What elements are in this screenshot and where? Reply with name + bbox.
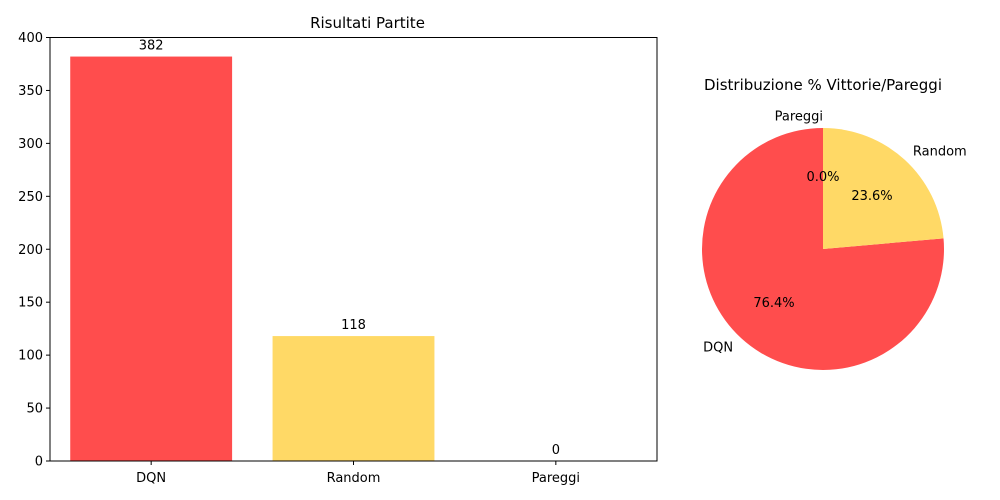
plot-frame [49, 37, 658, 462]
y-tick-label: 400 [18, 31, 43, 46]
pie-slice-label: Pareggi [775, 109, 823, 124]
y-tick-label: 0 [35, 455, 43, 470]
y-tick-label: 250 [18, 190, 43, 205]
pie-slice-label: Random [913, 144, 967, 159]
x-tick-label: Pareggi [532, 471, 580, 486]
bars [70, 56, 435, 462]
pie-labels: DQN 76.4% Random 23.6% Pareggi 0.0% [703, 109, 967, 355]
bar-chart-title: Risultati Partite [310, 14, 425, 32]
y-axis: 0 50 100 150 200 250 300 350 400 [18, 31, 50, 470]
bar-chart: Risultati Partite 0 50 100 150 200 250 300 350 4… [18, 14, 658, 486]
bar-value-label: 382 [139, 39, 164, 54]
pie-slices [701, 128, 944, 371]
y-tick-label: 300 [18, 137, 43, 152]
x-tick-label: DQN [136, 471, 166, 486]
bar-value-label: 0 [552, 443, 560, 458]
bar [70, 56, 233, 462]
bar-value-label: 118 [341, 318, 366, 333]
bar-value-labels: 382 118 0 [139, 39, 560, 458]
pie-pct-label: 23.6% [851, 189, 892, 204]
y-tick-label: 150 [18, 296, 43, 311]
y-tick-label: 350 [18, 84, 43, 99]
pie-pct-label: 76.4% [753, 296, 794, 311]
y-tick-label: 100 [18, 349, 43, 364]
pie-chart-title: Distribuzione % Vittorie/Pareggi [704, 76, 942, 94]
pie-chart: Distribuzione % Vittorie/Pareggi DQN 76.4… [701, 76, 967, 371]
bar [272, 336, 435, 461]
y-tick-label: 200 [18, 243, 43, 258]
pie-pct-label: 0.0% [806, 170, 839, 185]
pie-slice [701, 128, 944, 371]
x-tick-label: Random [327, 471, 381, 486]
y-tick-label: 50 [26, 402, 43, 417]
pie-slice [823, 128, 944, 249]
pie-slice-label: DQN [703, 341, 733, 356]
x-axis: DQN Random Pareggi [136, 461, 580, 486]
